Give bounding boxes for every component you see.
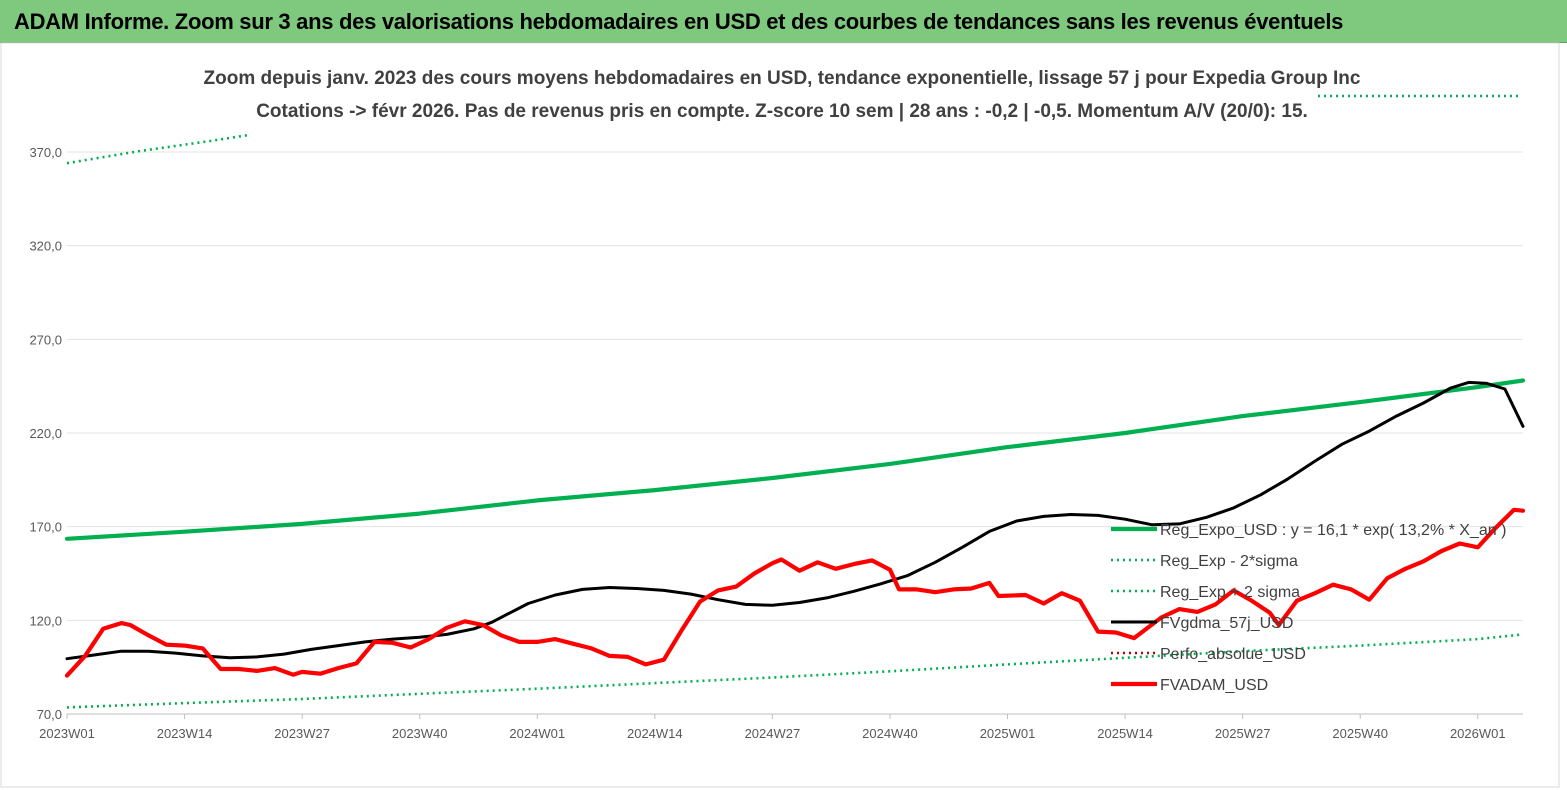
header-bar: ADAM Informe. Zoom sur 3 ans des valoris…	[0, 0, 1567, 43]
x-tick-label: 2023W40	[392, 726, 448, 741]
x-tick-label: 2026W01	[1450, 726, 1506, 741]
x-axis: 2023W01 2023W14 2023W27 2023W40 2024W01 2024W…	[39, 714, 1506, 741]
x-tick-label: 2024W40	[862, 726, 918, 741]
gridlines	[67, 151, 1523, 715]
y-tick-label: 220,0	[29, 426, 62, 441]
x-tick-label: 2024W27	[745, 726, 801, 741]
x-tick-label: 2025W40	[1332, 726, 1388, 741]
y-axis: 70,0 120,0 170,0 220,0 270,0 320,0 370,0	[29, 145, 62, 722]
y-tick-label: 270,0	[29, 332, 62, 347]
x-tick-label: 2025W01	[980, 726, 1036, 741]
chart-title-line2: Cotations -> févr 2026. Pas de revenus p…	[256, 101, 1308, 122]
series-line-3	[65, 380, 1525, 661]
y-tick-label: 320,0	[29, 239, 62, 254]
x-tick-label: 2024W01	[509, 726, 565, 741]
series-line-0	[64, 378, 1526, 541]
legend-label-1: Reg_Exp - 2*sigma	[1160, 553, 1298, 570]
y-tick-label: 70,0	[37, 707, 62, 722]
x-tick-label: 2024W14	[627, 726, 683, 741]
x-tick-label: 2023W01	[39, 726, 95, 741]
y-tick-label: 170,0	[29, 520, 62, 535]
x-tick-label: 2025W27	[1215, 726, 1271, 741]
y-tick-label: 120,0	[29, 613, 62, 628]
legend-label-2: Reg_Exp + 2 sigma	[1160, 584, 1300, 601]
report-title: ADAM Informe. Zoom sur 3 ans des valoris…	[14, 9, 1344, 34]
legend-label-0: Reg_Expo_USD : y = 16,1 * exp( 13,2% * X…	[1160, 522, 1506, 539]
series-line-2	[66, 133, 249, 165]
y-tick-label: 370,0	[29, 145, 62, 160]
chart-title-line1: Zoom depuis janv. 2023 des cours moyens …	[204, 68, 1361, 89]
x-tick-label: 2025W14	[1097, 726, 1153, 741]
legend-label-3: FVgdma_57j_USD	[1160, 615, 1293, 632]
legend-label-5: FVADAM_USD	[1160, 677, 1268, 694]
chart-area-border	[0, 42, 1560, 788]
x-tick-label: 2023W27	[274, 726, 330, 741]
x-tick-label: 2023W14	[157, 726, 213, 741]
legend-label-4: Perfo_absolue_USD	[1160, 646, 1306, 663]
series-group	[64, 133, 1526, 709]
legend: Reg_Expo_USD : y = 16,1 * exp( 13,2% * X…	[1111, 522, 1506, 694]
series-line-5	[64, 507, 1526, 678]
